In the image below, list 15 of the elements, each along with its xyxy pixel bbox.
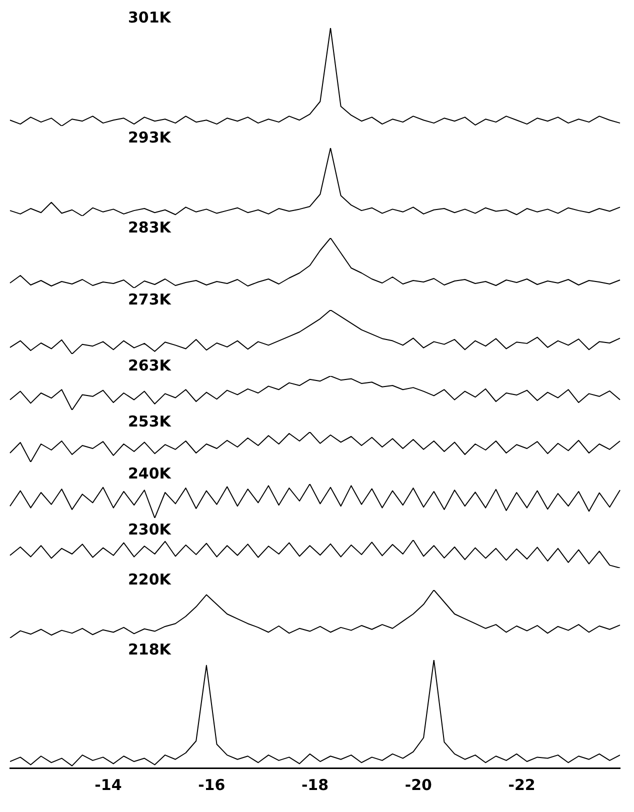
chart-title: 273K [128,290,172,308]
chart-title: 253K [128,412,172,430]
x-tick-label: -18 [301,776,329,794]
chart-title: 283K [128,218,172,236]
chart-title: 293K [128,128,172,146]
chart-title: 263K [128,356,172,374]
chart-title: 218K [128,640,172,658]
chart-title: 220K [128,570,172,588]
chart-title: 301K [128,8,172,26]
chart-title: 240K [128,464,172,482]
x-tick-label: -22 [508,776,536,794]
x-tick-label: -14 [94,776,122,794]
chart-title: 230K [128,520,172,538]
x-tick-label: -16 [198,776,226,794]
x-tick-label: -20 [404,776,432,794]
